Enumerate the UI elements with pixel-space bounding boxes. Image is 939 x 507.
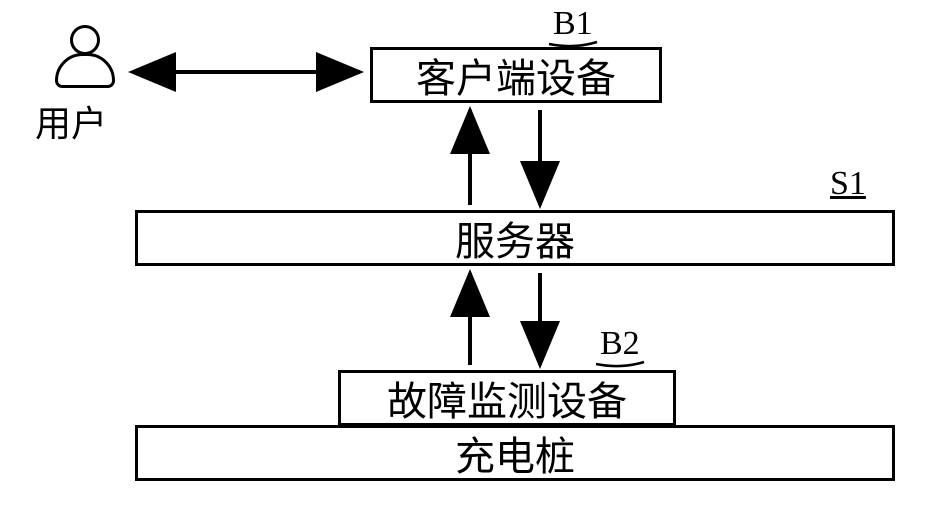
arrow-server-fault-down: [0, 0, 939, 507]
